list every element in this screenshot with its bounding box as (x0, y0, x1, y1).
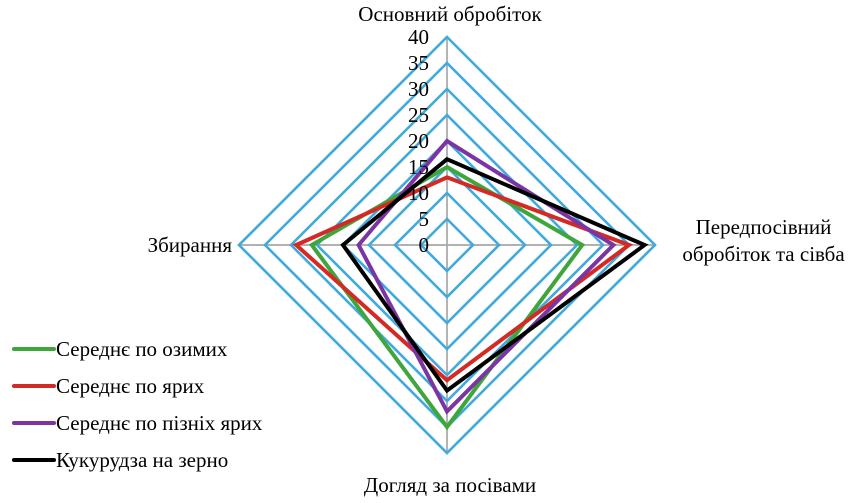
legend-item-corn-for-grain: Кукурудза на зерно (12, 448, 262, 472)
legend-swatch-corn-for-grain (12, 458, 56, 462)
radar-gridline-ring-40 (237, 35, 657, 455)
radar-series-line-3 (340, 156, 649, 394)
legend-label-late-spring-average: Середнє по пізніх ярих (56, 411, 263, 435)
legend-swatch-late-spring-average (12, 421, 56, 425)
legend-label-spring-average: Середнє по ярих (56, 374, 205, 398)
value-axis-tick-25: 25 (408, 103, 429, 127)
value-axis-tick-35: 35 (408, 51, 429, 75)
legend-swatch-spring-average (12, 384, 56, 388)
axis-label-crop-care: Догляд за посівами (363, 473, 537, 497)
radar-gridline-ring-15 (367, 165, 527, 325)
radar-gridline-ring-10 (393, 191, 501, 299)
radar-gridline-ring-25 (315, 113, 579, 377)
legend: Середнє по озимих Середнє по ярих Середн… (12, 337, 262, 472)
axis-label-main-tillage: Основний обробіток (358, 2, 542, 26)
radar-gridline-ring-30 (289, 87, 605, 403)
axis-label-presowing: Передпосівний обробіток та сівба (667, 214, 860, 268)
value-axis-tick-10: 10 (408, 181, 429, 205)
axis-label-presowing-line1: Передпосівний (695, 215, 832, 239)
radar-gridline-ring-5 (419, 217, 475, 273)
legend-item-late-spring-average: Середнє по пізніх ярих (12, 411, 262, 435)
value-axis-tick-5: 5 (418, 207, 430, 231)
value-axis-tick-0: 0 (418, 233, 430, 257)
legend-item-spring-average: Середнє по ярих (12, 374, 262, 398)
legend-label-corn-for-grain: Кукурудза на зерно (56, 448, 229, 472)
value-axis-tick-20: 20 (408, 129, 429, 153)
value-axis-tick-30: 30 (408, 77, 429, 101)
legend-item-winter-average: Середнє по озимих (12, 337, 262, 361)
axis-label-presowing-line2: обробіток та сівба (682, 242, 845, 266)
value-axis-tick-15: 15 (408, 155, 429, 179)
radar-series-line-1 (292, 175, 634, 383)
legend-label-winter-average: Середнє по озимих (56, 337, 228, 361)
axis-label-harvesting: Збирання (147, 233, 232, 257)
value-axis-tick-40: 40 (408, 25, 429, 49)
legend-swatch-winter-average (12, 347, 56, 351)
